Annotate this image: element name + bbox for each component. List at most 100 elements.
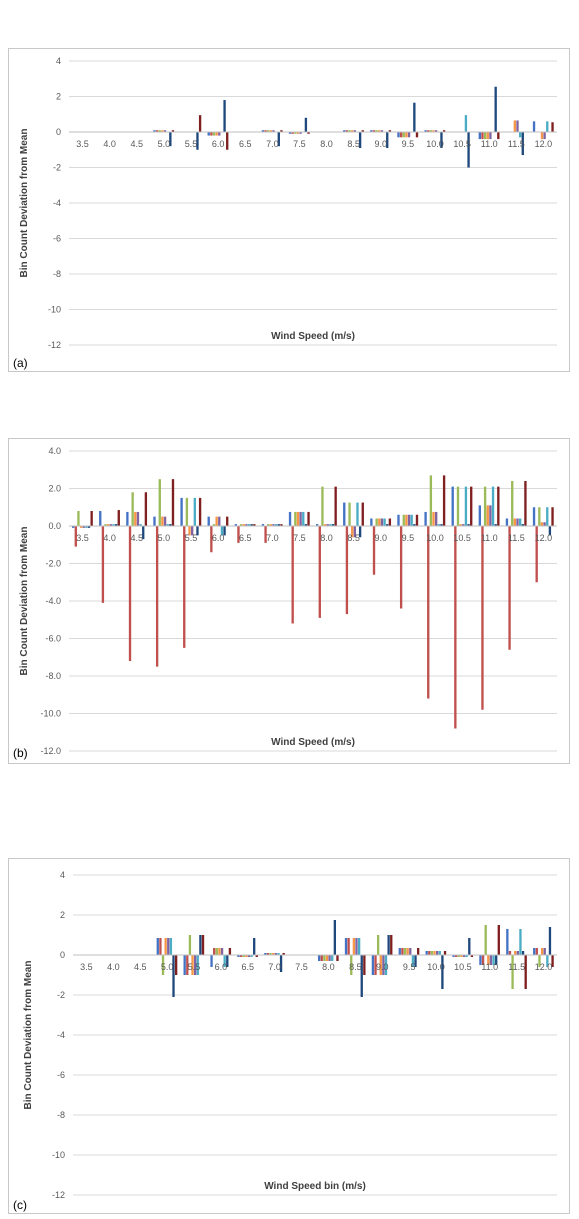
bar <box>543 948 546 955</box>
bar <box>155 130 159 132</box>
bar <box>351 130 354 132</box>
bar <box>548 526 552 536</box>
y-tick-label: -6 <box>57 1070 65 1080</box>
bar <box>357 938 361 955</box>
y-tick-label: -8 <box>57 1110 65 1120</box>
bar <box>159 938 162 955</box>
bar <box>136 511 140 526</box>
bar <box>540 948 544 955</box>
bar <box>521 524 524 527</box>
bar <box>497 925 500 955</box>
bar <box>378 130 381 132</box>
bar <box>242 955 245 957</box>
bar <box>494 524 497 527</box>
x-tick-label: 10.5 <box>453 533 471 543</box>
y-axis-title: Bin Count Deviation from Mean <box>19 527 30 676</box>
bar <box>387 935 390 955</box>
bar <box>288 132 292 134</box>
bar <box>380 130 384 132</box>
bar <box>467 132 470 168</box>
bar <box>261 524 265 527</box>
panel-label: (b) <box>13 746 28 760</box>
y-tick-label: 0 <box>60 950 65 960</box>
bar <box>433 951 436 955</box>
bar <box>427 526 430 699</box>
bar <box>101 526 105 603</box>
bar <box>296 132 300 134</box>
bar <box>245 524 248 527</box>
x-tick-label: 12.0 <box>535 962 553 972</box>
bar <box>302 511 305 526</box>
bar <box>345 130 349 132</box>
x-tick-label: 7.0 <box>268 962 281 972</box>
bar <box>361 130 364 132</box>
bar <box>323 524 327 527</box>
bar <box>226 516 229 527</box>
y-tick-label: 2 <box>60 910 65 920</box>
bar <box>358 526 362 538</box>
x-tick-label: 8.5 <box>347 139 360 149</box>
bar <box>371 955 375 975</box>
x-tick-label: 3.5 <box>80 962 93 972</box>
bar <box>376 935 380 955</box>
y-tick-label: 2 <box>56 92 61 102</box>
bar <box>438 951 441 955</box>
bar <box>402 514 405 526</box>
bar <box>370 518 373 526</box>
bar <box>250 955 253 957</box>
bar <box>328 955 331 961</box>
bar <box>267 524 270 527</box>
bar <box>321 486 324 527</box>
bar <box>413 102 416 132</box>
bar <box>223 955 226 967</box>
bar <box>348 502 351 526</box>
bar <box>272 524 275 527</box>
bar <box>307 511 310 526</box>
bar <box>237 526 240 543</box>
bar <box>442 130 446 132</box>
bar <box>99 511 102 526</box>
x-tick-label: 9.0 <box>375 139 388 149</box>
bar <box>74 526 77 547</box>
bar <box>352 938 356 955</box>
bar <box>386 132 389 148</box>
bar <box>253 524 256 527</box>
y-tick-label: -10.0 <box>40 709 61 719</box>
bar <box>253 938 256 955</box>
bar <box>239 955 243 957</box>
bar <box>215 948 218 955</box>
bar <box>399 132 403 138</box>
bar <box>344 938 348 955</box>
bar <box>198 497 202 527</box>
bar <box>107 524 110 527</box>
y-tick-label: -12.0 <box>40 746 61 756</box>
bar <box>174 955 178 975</box>
x-tick-label: 5.5 <box>185 533 198 543</box>
bar <box>183 955 186 975</box>
bar <box>483 486 487 527</box>
bar <box>220 948 224 955</box>
x-tick-label: 6.0 <box>212 533 225 543</box>
bar <box>513 120 517 132</box>
x-tick-label: 7.5 <box>293 533 306 543</box>
bar <box>460 955 463 957</box>
x-tick-label: 11.5 <box>508 533 525 543</box>
bar <box>212 524 216 527</box>
bar <box>532 507 536 526</box>
bar <box>185 497 189 527</box>
x-tick-label: 10.0 <box>427 962 445 972</box>
x-tick-label: 6.5 <box>239 139 252 149</box>
bar <box>513 518 517 526</box>
bar <box>521 951 525 955</box>
bar <box>320 955 323 961</box>
bar <box>104 524 107 527</box>
bar <box>71 526 75 528</box>
bar <box>375 130 378 132</box>
bar <box>304 524 308 527</box>
y-tick-label: 2.0 <box>48 484 61 494</box>
bar <box>247 524 251 527</box>
bar <box>452 955 455 957</box>
bar <box>280 524 283 527</box>
bar <box>511 481 514 526</box>
bar <box>85 526 88 528</box>
